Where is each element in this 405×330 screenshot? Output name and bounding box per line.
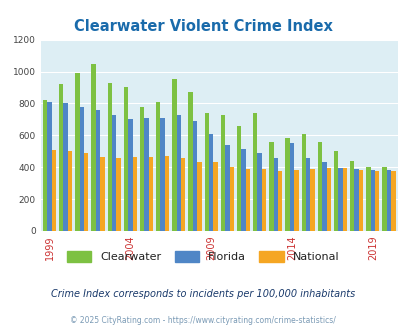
Bar [156, 102, 160, 231]
Bar [342, 168, 346, 231]
Bar [269, 142, 273, 231]
Bar [374, 171, 378, 231]
Bar [317, 143, 321, 231]
Bar [257, 153, 261, 231]
Bar [245, 169, 249, 231]
Bar [160, 118, 164, 231]
Bar [96, 110, 100, 231]
Bar [79, 107, 84, 231]
Bar [386, 170, 390, 231]
Bar [148, 157, 153, 231]
Bar [261, 169, 266, 231]
Bar [107, 82, 112, 231]
Bar [188, 92, 192, 231]
Bar [132, 157, 136, 231]
Bar [301, 134, 305, 231]
Bar [197, 162, 201, 231]
Bar [349, 161, 354, 231]
Bar [237, 126, 241, 231]
Bar [68, 151, 72, 231]
Bar [390, 171, 394, 231]
Bar [273, 158, 277, 231]
Bar [209, 134, 213, 231]
Text: Clearwater Violent Crime Index: Clearwater Violent Crime Index [73, 19, 332, 34]
Bar [84, 153, 88, 231]
Bar [91, 63, 96, 231]
Bar [112, 115, 116, 231]
Bar [59, 84, 63, 231]
Bar [47, 102, 51, 231]
Bar [333, 151, 337, 231]
Bar [172, 80, 176, 231]
Bar [337, 168, 342, 231]
Bar [225, 145, 229, 231]
Bar [370, 170, 374, 231]
Bar [309, 169, 314, 231]
Bar [124, 87, 128, 231]
Bar [63, 103, 68, 231]
Bar [277, 171, 281, 231]
Bar [285, 139, 289, 231]
Bar [213, 162, 217, 231]
Bar [43, 100, 47, 231]
Bar [354, 169, 358, 231]
Text: Crime Index corresponds to incidents per 100,000 inhabitants: Crime Index corresponds to incidents per… [51, 289, 354, 299]
Bar [128, 118, 132, 231]
Bar [305, 158, 309, 231]
Bar [116, 158, 120, 231]
Bar [192, 121, 197, 231]
Bar [75, 73, 79, 231]
Bar [51, 150, 56, 231]
Bar [220, 115, 225, 231]
Bar [382, 167, 386, 231]
Bar [204, 113, 209, 231]
Bar [176, 115, 181, 231]
Bar [140, 107, 144, 231]
Bar [164, 156, 169, 231]
Bar [365, 167, 370, 231]
Bar [294, 170, 298, 231]
Text: © 2025 CityRating.com - https://www.cityrating.com/crime-statistics/: © 2025 CityRating.com - https://www.city… [70, 315, 335, 325]
Bar [252, 113, 257, 231]
Bar [289, 143, 294, 231]
Bar [181, 158, 185, 231]
Bar [229, 167, 233, 231]
Bar [358, 170, 362, 231]
Bar [326, 168, 330, 231]
Bar [321, 162, 326, 231]
Bar [100, 157, 104, 231]
Legend: Clearwater, Florida, National: Clearwater, Florida, National [62, 247, 343, 266]
Bar [241, 149, 245, 231]
Bar [144, 118, 148, 231]
